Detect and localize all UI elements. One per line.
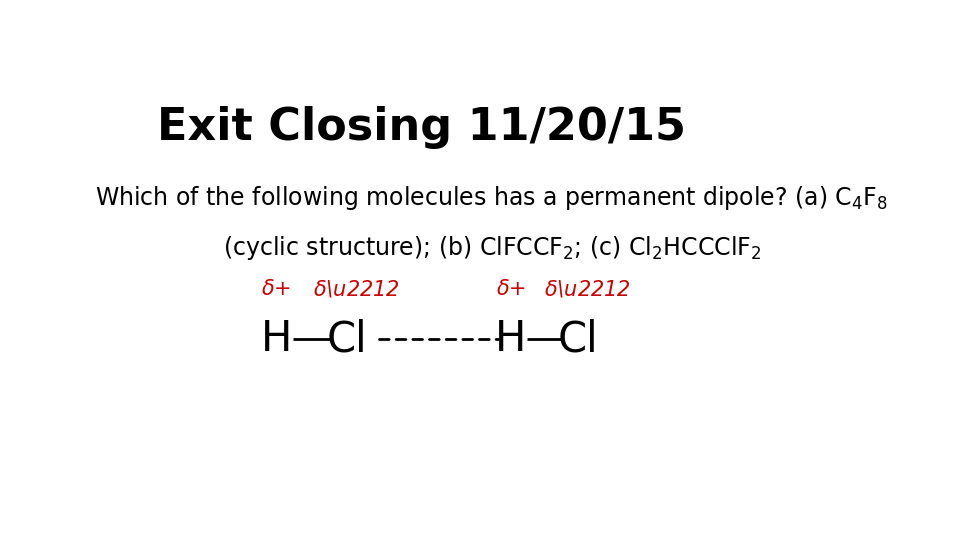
Text: $\delta$\u2212: $\delta$\u2212 — [313, 279, 400, 300]
Text: (cyclic structure); (b) $\mathregular{ClFCCF_2}$; (c) $\mathregular{Cl_2HCCClF_2: (cyclic structure); (b) $\mathregular{Cl… — [223, 234, 761, 262]
Text: $\delta$+: $\delta$+ — [495, 279, 526, 299]
Text: Exit Closing 11/20/15: Exit Closing 11/20/15 — [157, 106, 686, 150]
Text: H: H — [495, 318, 526, 360]
Text: $\delta$+: $\delta$+ — [261, 279, 291, 299]
Text: H: H — [260, 318, 292, 360]
Text: $\delta$\u2212: $\delta$\u2212 — [543, 279, 631, 300]
Text: Cl: Cl — [326, 318, 368, 360]
Text: Which of the following molecules has a permanent dipole? (a) $\mathregular{C_4F_: Which of the following molecules has a p… — [95, 184, 889, 212]
Text: Cl: Cl — [557, 318, 598, 360]
